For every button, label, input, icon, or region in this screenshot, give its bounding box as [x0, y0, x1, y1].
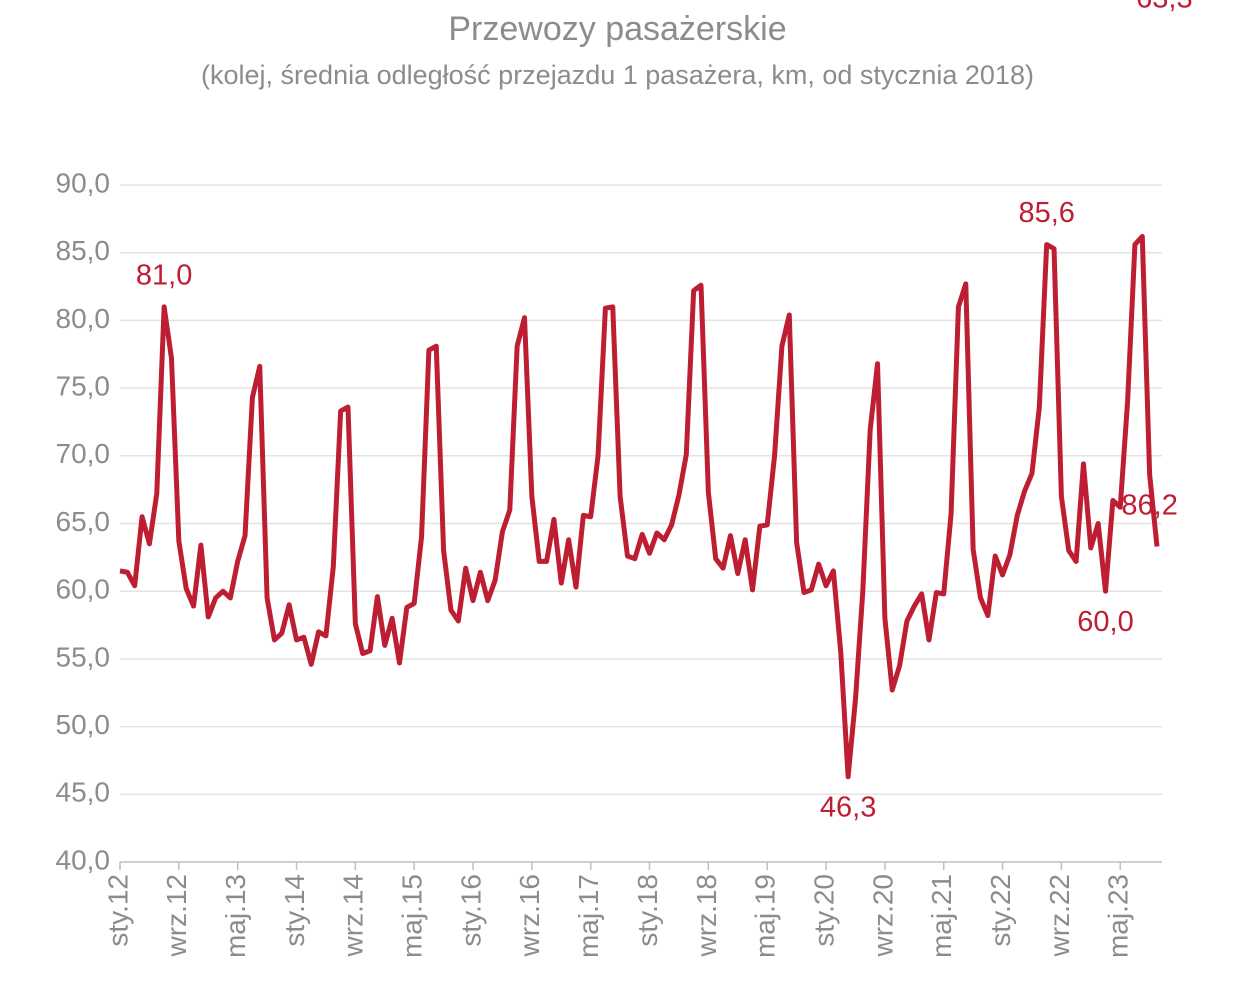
x-tick-label: maj.17 — [573, 874, 604, 958]
y-tick-label: 80,0 — [56, 303, 111, 334]
chart-title: Przewozy pasażerskie — [448, 10, 787, 48]
data-label: 46,3 — [820, 791, 876, 823]
x-tick-label: wrz.12 — [161, 874, 192, 957]
data-label: 60,0 — [1077, 606, 1133, 638]
data-label: 63,3 — [1136, 0, 1192, 15]
x-tick-label: sty.12 — [102, 874, 133, 947]
x-tick-label: wrz.18 — [691, 874, 722, 957]
y-tick-label: 85,0 — [56, 235, 111, 266]
x-tick-label: maj.23 — [1103, 874, 1134, 958]
y-tick-label: 70,0 — [56, 438, 111, 469]
data-label: 86,2 — [1121, 489, 1177, 521]
x-tick-label: sty.14 — [279, 874, 310, 947]
x-tick-label: wrz.20 — [867, 874, 898, 957]
x-tick-label: wrz.16 — [514, 874, 545, 957]
x-tick-label: sty.22 — [985, 874, 1016, 947]
x-tick-label: wrz.22 — [1044, 874, 1075, 957]
x-tick-label: maj.15 — [397, 874, 428, 958]
chart-subtitle: (kolej, średnia odległość przejazdu 1 pa… — [201, 60, 1034, 90]
data-line — [119, 233, 1160, 780]
y-tick-label: 40,0 — [56, 844, 111, 875]
x-tick-label: sty.16 — [455, 874, 486, 947]
header: Przewozy pasażerskie (kolej, średnia odl… — [0, 0, 1235, 95]
x-tick-label: maj.19 — [750, 874, 781, 958]
y-tick-label: 50,0 — [56, 709, 111, 740]
y-tick-label: 60,0 — [56, 574, 111, 605]
data-label: 81,0 — [136, 260, 192, 292]
x-tick-label: wrz.14 — [338, 874, 369, 957]
y-tick-label: 75,0 — [56, 370, 111, 401]
x-tick-label: sty.20 — [808, 874, 839, 947]
y-tick-label: 45,0 — [56, 777, 111, 808]
y-tick-label: 55,0 — [56, 641, 111, 672]
data-label: 85,6 — [1018, 197, 1074, 229]
y-tick-label: 65,0 — [56, 506, 111, 537]
x-tick-label: sty.18 — [632, 874, 663, 947]
x-tick-label: maj.21 — [926, 874, 957, 958]
x-tick-label: maj.13 — [220, 874, 251, 958]
y-tick-label: 90,0 — [56, 167, 111, 198]
